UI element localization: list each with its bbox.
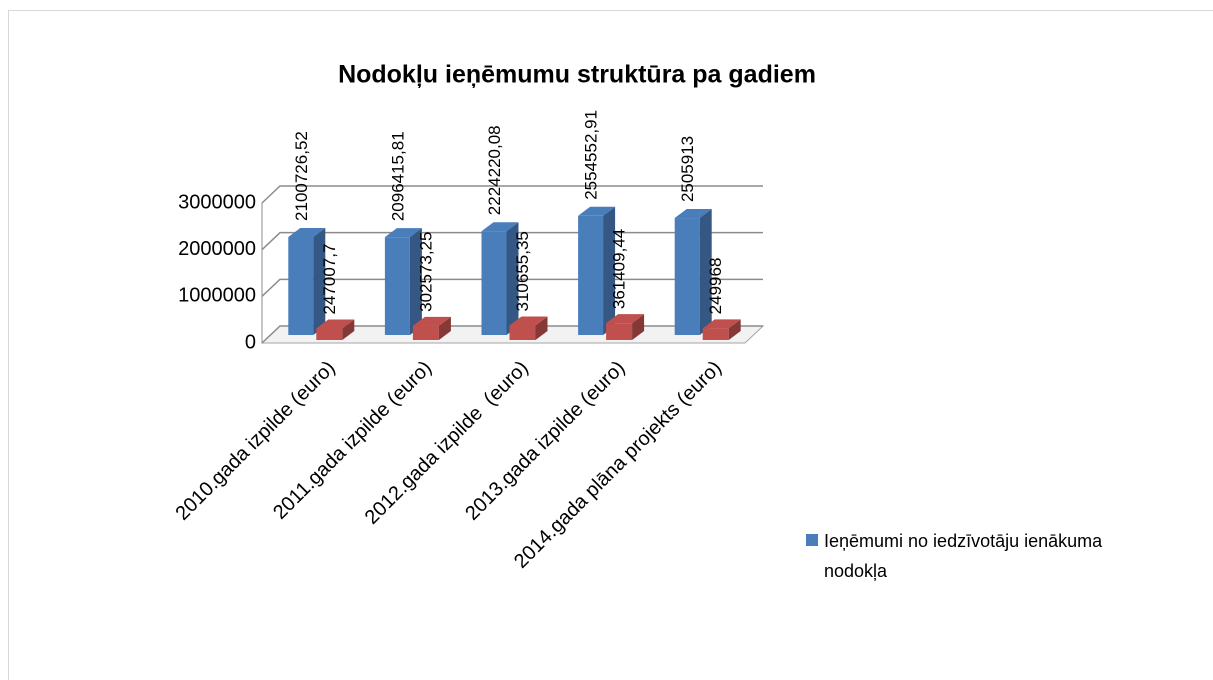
data-label: 249968 bbox=[706, 258, 725, 315]
bar-front bbox=[509, 325, 536, 340]
bar bbox=[606, 314, 645, 340]
data-label: 2224220,08 bbox=[485, 125, 504, 215]
bar-front bbox=[606, 323, 633, 340]
data-label: 2100726,52 bbox=[292, 131, 311, 221]
y-tick-label: 2000000 bbox=[178, 238, 256, 260]
bar-front bbox=[481, 231, 507, 335]
data-label: 302573,25 bbox=[416, 232, 435, 312]
bar bbox=[384, 228, 422, 335]
bar-front bbox=[412, 325, 439, 340]
frame bbox=[8, 10, 1213, 680]
x-tick-label: 2013.gada izpilde (euro) bbox=[461, 357, 629, 525]
bar bbox=[509, 316, 548, 340]
data-label: 2096415,81 bbox=[388, 131, 407, 221]
legend-swatch bbox=[806, 534, 818, 546]
bar-top bbox=[288, 227, 326, 237]
y-tick-label: 3000000 bbox=[178, 191, 256, 213]
bar-side bbox=[506, 222, 519, 335]
bar-side bbox=[342, 319, 355, 340]
bar-front bbox=[674, 218, 700, 335]
legend: Ieņēmumi no iedzīvotāju ienākuma nodokļa bbox=[824, 531, 1103, 581]
y-tick-label: 0 bbox=[245, 331, 256, 353]
bar-top bbox=[674, 209, 712, 219]
data-label: 2505913 bbox=[678, 136, 697, 202]
data-label: 247007,7 bbox=[320, 244, 339, 315]
data-label: 361409,44 bbox=[610, 229, 629, 309]
y-tick-label: 1000000 bbox=[178, 285, 256, 307]
bar-top bbox=[412, 316, 451, 326]
x-tick-label: 2011.gada izpilde (euro) bbox=[269, 357, 436, 524]
bar bbox=[578, 206, 616, 335]
bar-front bbox=[316, 328, 343, 340]
grid-line bbox=[261, 185, 763, 204]
legend-label: Ieņēmumi no iedzīvotāju ienākuma nodokļa bbox=[824, 531, 1103, 581]
data-label: 2554552,91 bbox=[582, 110, 601, 200]
bar-side bbox=[535, 316, 548, 340]
bar-top bbox=[481, 222, 519, 232]
bar-top bbox=[384, 228, 422, 238]
x-tick-label: 2012.gada izpilde (euro) bbox=[361, 357, 533, 529]
bar-side bbox=[409, 228, 422, 335]
bar bbox=[702, 319, 741, 340]
bar-top bbox=[509, 316, 548, 326]
bar-side bbox=[699, 209, 712, 335]
bar-front bbox=[288, 236, 314, 335]
bar-top bbox=[316, 319, 355, 329]
bar-side bbox=[632, 314, 645, 340]
bar bbox=[481, 222, 519, 335]
bar-front bbox=[384, 237, 410, 335]
bar-top bbox=[606, 314, 645, 324]
bar bbox=[288, 227, 326, 335]
x-tick-label: 2010.gada izpilde (euro) bbox=[171, 357, 339, 525]
bar bbox=[412, 316, 451, 340]
chart-title: Nodokļu ieņēmumu struktūra pa gadiem bbox=[338, 61, 816, 89]
bar-side bbox=[603, 206, 616, 335]
bar-side bbox=[438, 316, 451, 340]
bar-side bbox=[728, 319, 741, 340]
bar-side bbox=[313, 227, 326, 335]
bar-top bbox=[702, 319, 741, 329]
bar-front bbox=[578, 215, 604, 335]
bar-front bbox=[702, 328, 729, 340]
x-tick-label: 2014.gada plāna projekts (euro) bbox=[510, 357, 726, 573]
data-label: 310655,35 bbox=[513, 231, 532, 311]
bar-top bbox=[578, 206, 616, 216]
bar bbox=[674, 209, 712, 335]
bar bbox=[316, 319, 355, 340]
